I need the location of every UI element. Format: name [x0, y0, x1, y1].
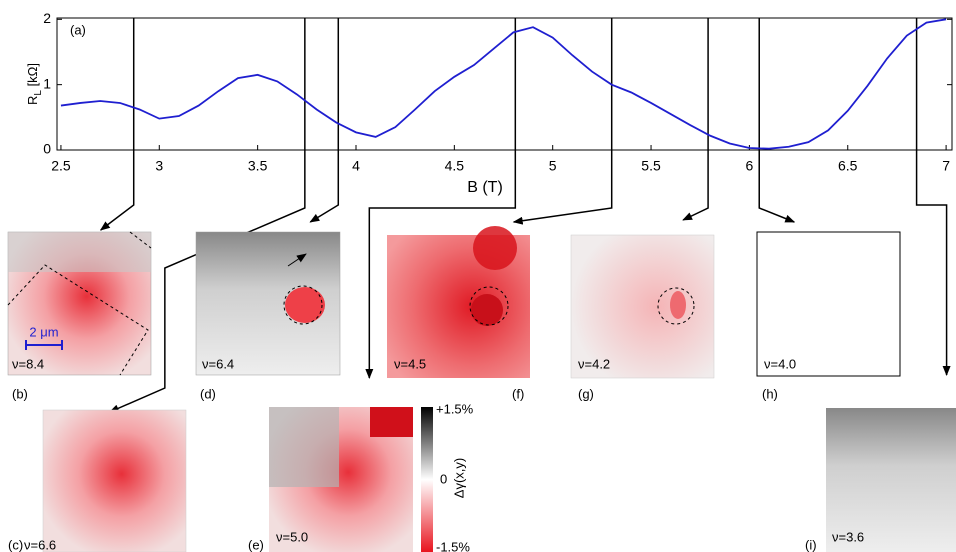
panel-b: 2 μm	[8, 232, 151, 375]
x-tick-label: 4.5	[445, 158, 465, 174]
filling-factor: ν=6.4	[202, 356, 234, 371]
connector-arrow	[683, 150, 708, 220]
x-tick-label: 3.5	[248, 158, 268, 174]
panel-label: (i)	[805, 537, 817, 552]
x-tick-label: 5	[549, 158, 557, 174]
x-tick-label: 6	[745, 158, 753, 174]
svg-text:2 μm: 2 μm	[29, 324, 58, 339]
svg-text:+1.5%: +1.5%	[436, 401, 474, 416]
y-axis-label: RL [kΩ]	[25, 63, 43, 105]
filling-factor: ν=8.4	[12, 356, 44, 371]
plot-frame	[57, 18, 952, 150]
panel-label: (h)	[762, 386, 778, 401]
x-axis-label: B (T)	[467, 179, 503, 196]
y-tick-label: 0	[43, 141, 51, 157]
x-tick-label: 7	[942, 158, 950, 174]
x-tick-label: 4	[352, 158, 360, 174]
panel-label: (f)	[512, 386, 524, 401]
panel-label: (g)	[578, 386, 594, 401]
panel-c	[43, 410, 186, 552]
panel-f	[387, 226, 530, 378]
connector-arrow	[101, 150, 134, 230]
panel-label: (e)	[248, 537, 264, 552]
filling-factor: ν=5.0	[276, 529, 308, 544]
panel-label: (b)	[12, 386, 28, 401]
x-tick-label: 6.5	[838, 158, 858, 174]
connector-arrow	[514, 150, 612, 222]
panel-d	[196, 232, 340, 375]
y-tick-label: 1	[43, 75, 51, 91]
svg-text:-1.5%: -1.5%	[436, 539, 470, 552]
filling-factor: ν=4.5	[394, 356, 426, 371]
svg-text:0: 0	[440, 471, 447, 486]
x-tick-label: 5.5	[641, 158, 661, 174]
colorbar: +1.5% 0 -1.5% Δγ(x,y)	[421, 401, 474, 552]
connector-arrow	[759, 150, 794, 222]
filling-factor: ν=4.2	[578, 356, 610, 371]
data-line	[61, 19, 946, 148]
svg-text:Δγ(x,y): Δγ(x,y)	[451, 458, 466, 498]
filling-factor: ν=6.6	[24, 537, 56, 552]
y-tick-label: 2	[43, 10, 51, 26]
filling-factor: ν=3.6	[832, 529, 864, 544]
panel-label: (a)	[70, 22, 86, 37]
figure: 2.5 3 3.5 4 4.5 5 5.5 6 6.5 7 0 1 2 (a) B (T) RL [kΩ…	[0, 0, 956, 552]
x-tick-label: 2.5	[51, 158, 71, 174]
connector-arrow	[310, 150, 338, 222]
connector-arrow	[917, 150, 947, 375]
panel-label: (d)	[200, 386, 216, 401]
filling-factor: ν=4.0	[764, 356, 796, 371]
panel-h	[757, 232, 900, 376]
x-tick-label: 3	[155, 158, 163, 174]
panel-label: (c)	[8, 537, 23, 552]
